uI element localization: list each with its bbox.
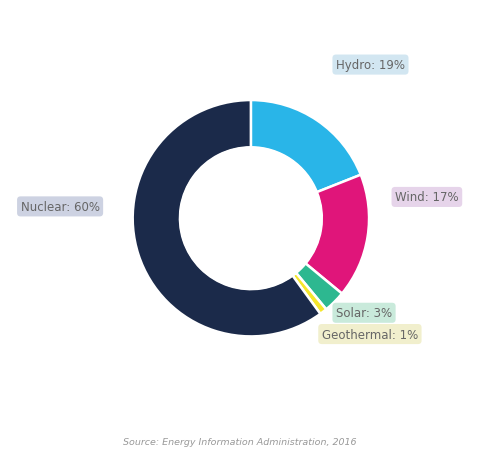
- Text: Wind: 17%: Wind: 17%: [395, 191, 459, 204]
- Wedge shape: [292, 273, 326, 314]
- Text: Hydro: 19%: Hydro: 19%: [336, 59, 405, 72]
- Wedge shape: [296, 264, 342, 309]
- Text: Solar: 3%: Solar: 3%: [336, 307, 392, 320]
- Wedge shape: [132, 101, 320, 336]
- Wedge shape: [251, 101, 361, 193]
- Text: Geothermal: 1%: Geothermal: 1%: [322, 328, 418, 341]
- Wedge shape: [305, 175, 369, 294]
- Text: Nuclear: 60%: Nuclear: 60%: [21, 200, 99, 213]
- Text: Source: Energy Information Administration, 2016: Source: Energy Information Administratio…: [123, 437, 357, 446]
- Circle shape: [180, 148, 322, 290]
